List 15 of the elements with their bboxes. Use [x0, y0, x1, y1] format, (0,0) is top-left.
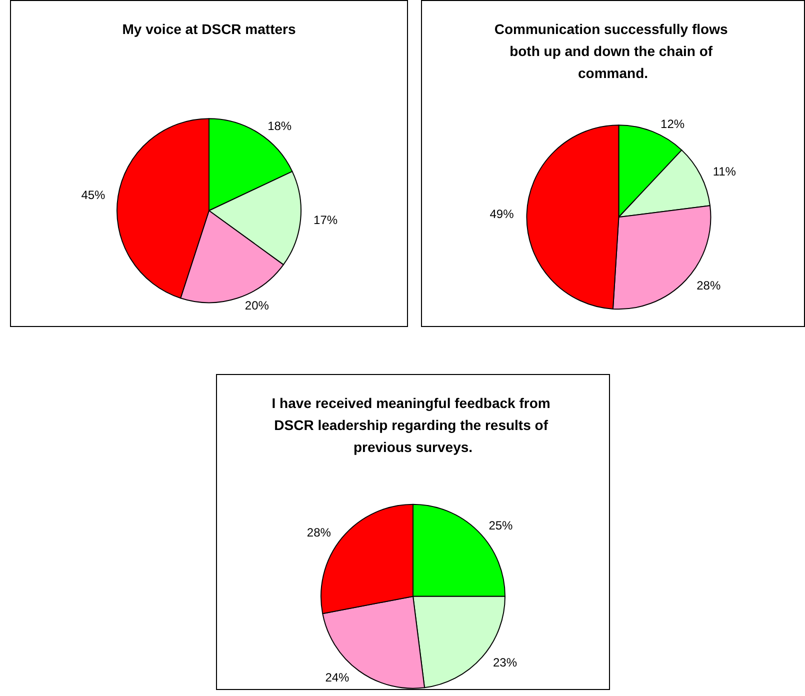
data-label: 24%	[325, 670, 350, 684]
data-label: 18%	[268, 119, 292, 134]
data-label: 12%	[660, 117, 685, 132]
chart-title: I have received meaningful feedback from DSCR leadership regarding the results of previous surveys.	[272, 395, 554, 455]
data-label: 23%	[493, 656, 518, 670]
data-label: 25%	[488, 518, 514, 533]
data-label: 20%	[244, 298, 270, 313]
data-label: 17%	[314, 213, 338, 228]
data-label: 11%	[712, 164, 736, 179]
chart-title: Communication successfully flows both up and down the chain of command.	[494, 21, 732, 81]
data-label: 45%	[81, 188, 106, 202]
chart-title: My voice at DSCR matters	[122, 21, 296, 37]
data-label: 28%	[306, 526, 332, 540]
data-label: 49%	[490, 206, 514, 221]
data-label: 28%	[696, 278, 721, 293]
